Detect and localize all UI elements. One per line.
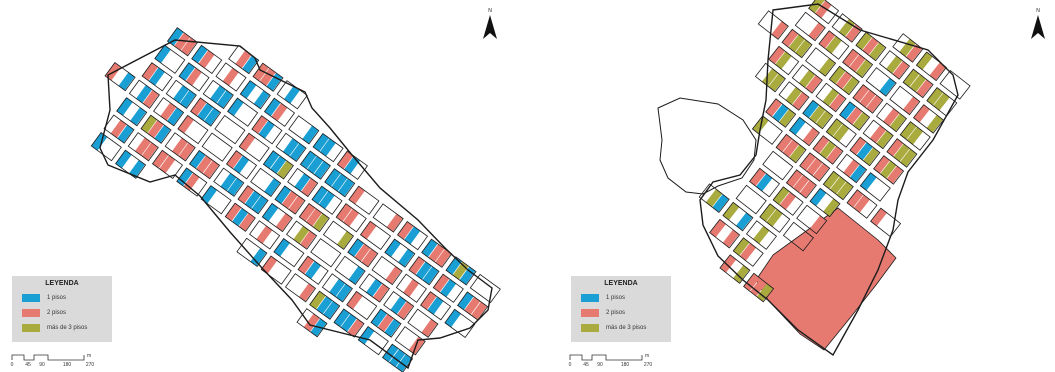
scale-tick-180: 180: [62, 362, 72, 368]
scale-unit: m: [87, 353, 92, 359]
legend-swatch-1-piso: [581, 294, 599, 302]
legend: LEYENDA 1 pisos 2 pisos más de 3 pisos: [571, 276, 671, 342]
scale-tick-270: 270: [643, 362, 653, 368]
large-parcel: [755, 207, 897, 351]
north-arrow-icon: [1031, 15, 1045, 39]
legend-label-1-piso: 1 pisos: [47, 295, 67, 301]
legend-swatch-3-pisos: [581, 324, 599, 332]
scale-tick-45: 45: [583, 362, 589, 368]
scale-bar-graphic: [569, 354, 643, 361]
legend-title: LEYENDA: [604, 280, 638, 287]
map-left: LEYENDA 1 pisos 2 pisos más de 3 pisos 0…: [0, 0, 527, 372]
map-right-canvas: [657, 0, 971, 357]
north-arrow: N: [1028, 8, 1048, 42]
district-boundary: [99, 39, 493, 370]
scale-tick-270: 270: [85, 362, 95, 368]
legend-title: LEYENDA: [45, 280, 79, 287]
building-fills: [705, 0, 950, 302]
scale-bar-graphic: [11, 354, 85, 361]
legend-label-2-pisos: 2 pisos: [47, 310, 67, 316]
legend-label-2-pisos: 2 pisos: [606, 310, 626, 316]
legend-swatch-1-piso: [22, 294, 40, 302]
scale-tick-90: 90: [39, 362, 45, 368]
scale-tick-0: 0: [568, 362, 572, 368]
unbuilt-area-outline: [657, 97, 757, 195]
scale-tick-90: 90: [597, 362, 603, 368]
legend-label-3-pisos: más de 3 pisos: [47, 325, 88, 331]
block-outlines: [90, 27, 501, 372]
scale-tick-0: 0: [10, 362, 14, 368]
map-left-canvas: [90, 27, 501, 372]
scale-tick-45: 45: [25, 362, 31, 368]
scale-tick-180: 180: [620, 362, 630, 368]
legend: LEYENDA 1 pisos 2 pisos más de 3 pisos: [12, 276, 112, 342]
north-label: N: [1036, 8, 1040, 14]
map-right: LEYENDA 1 pisos 2 pisos más de 3 pisos 0…: [528, 0, 1055, 372]
legend-swatch-3-pisos: [22, 324, 40, 332]
district-boundary: [699, 3, 959, 357]
scale-bar: 0 45 90 180 270 m: [10, 350, 120, 370]
building-fills: [91, 27, 488, 372]
north-arrow-icon: [483, 15, 497, 39]
north-arrow: N: [480, 8, 500, 42]
legend-swatch-2-pisos: [581, 309, 599, 317]
scale-unit: m: [645, 353, 650, 359]
legend-swatch-2-pisos: [22, 309, 40, 317]
block-outlines: [698, 0, 971, 303]
north-label: N: [488, 8, 492, 14]
legend-label-3-pisos: más de 3 pisos: [606, 325, 647, 331]
scale-bar: 0 45 90 180 270 m: [568, 350, 678, 370]
legend-label-1-piso: 1 pisos: [606, 295, 626, 301]
